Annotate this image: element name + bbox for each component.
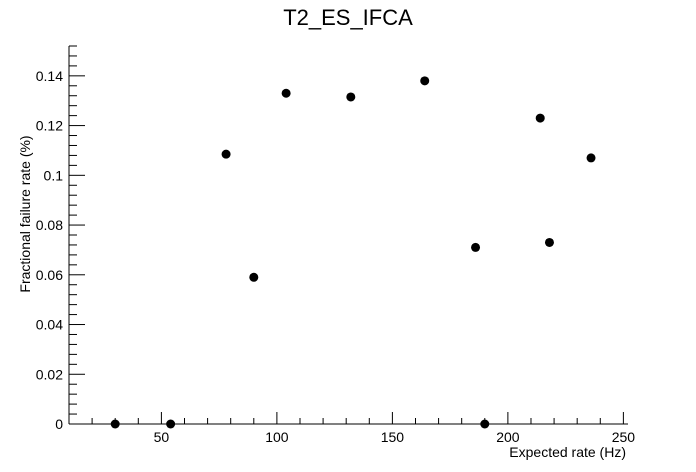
data-points — [110, 76, 596, 429]
y-tick-label: 0.14 — [36, 68, 63, 84]
y-tick-label: 0.06 — [36, 267, 63, 283]
x-tick-label: 50 — [154, 429, 170, 445]
y-tick-label: 0.12 — [36, 118, 63, 134]
y-tick-label: 0 — [55, 416, 63, 432]
x-tick-label: 100 — [265, 429, 289, 445]
x-axis-tick-labels: 50 100 150 200 250 — [154, 429, 636, 445]
y-tick-label: 0.1 — [44, 167, 64, 183]
y-axis-label: Fractional failure rate (%) — [17, 135, 33, 292]
x-tick-label: 150 — [381, 429, 405, 445]
x-axis-label: Expected rate (Hz) — [509, 444, 626, 460]
data-point — [586, 153, 596, 163]
data-point — [166, 419, 176, 429]
data-point — [281, 88, 291, 98]
data-point — [249, 272, 259, 282]
y-tick-label: 0.02 — [36, 366, 63, 382]
chart-title: T2_ES_IFCA — [283, 5, 413, 30]
y-axis-ticks — [69, 45, 85, 425]
data-point — [535, 113, 545, 123]
data-point — [221, 149, 231, 159]
data-point — [346, 92, 356, 102]
x-axis-ticks — [68, 412, 624, 424]
data-point — [420, 76, 430, 86]
plot-frame — [68, 46, 628, 425]
y-axis-tick-labels: 0 0.02 0.04 0.06 0.08 0.1 0.12 0.14 — [36, 68, 63, 432]
data-point — [480, 419, 490, 429]
x-tick-label: 250 — [612, 429, 636, 445]
data-point — [544, 237, 554, 247]
data-point — [110, 419, 120, 429]
x-tick-label: 200 — [496, 429, 520, 445]
y-tick-label: 0.04 — [36, 317, 63, 333]
y-tick-label: 0.08 — [36, 217, 63, 233]
data-point — [471, 242, 481, 252]
